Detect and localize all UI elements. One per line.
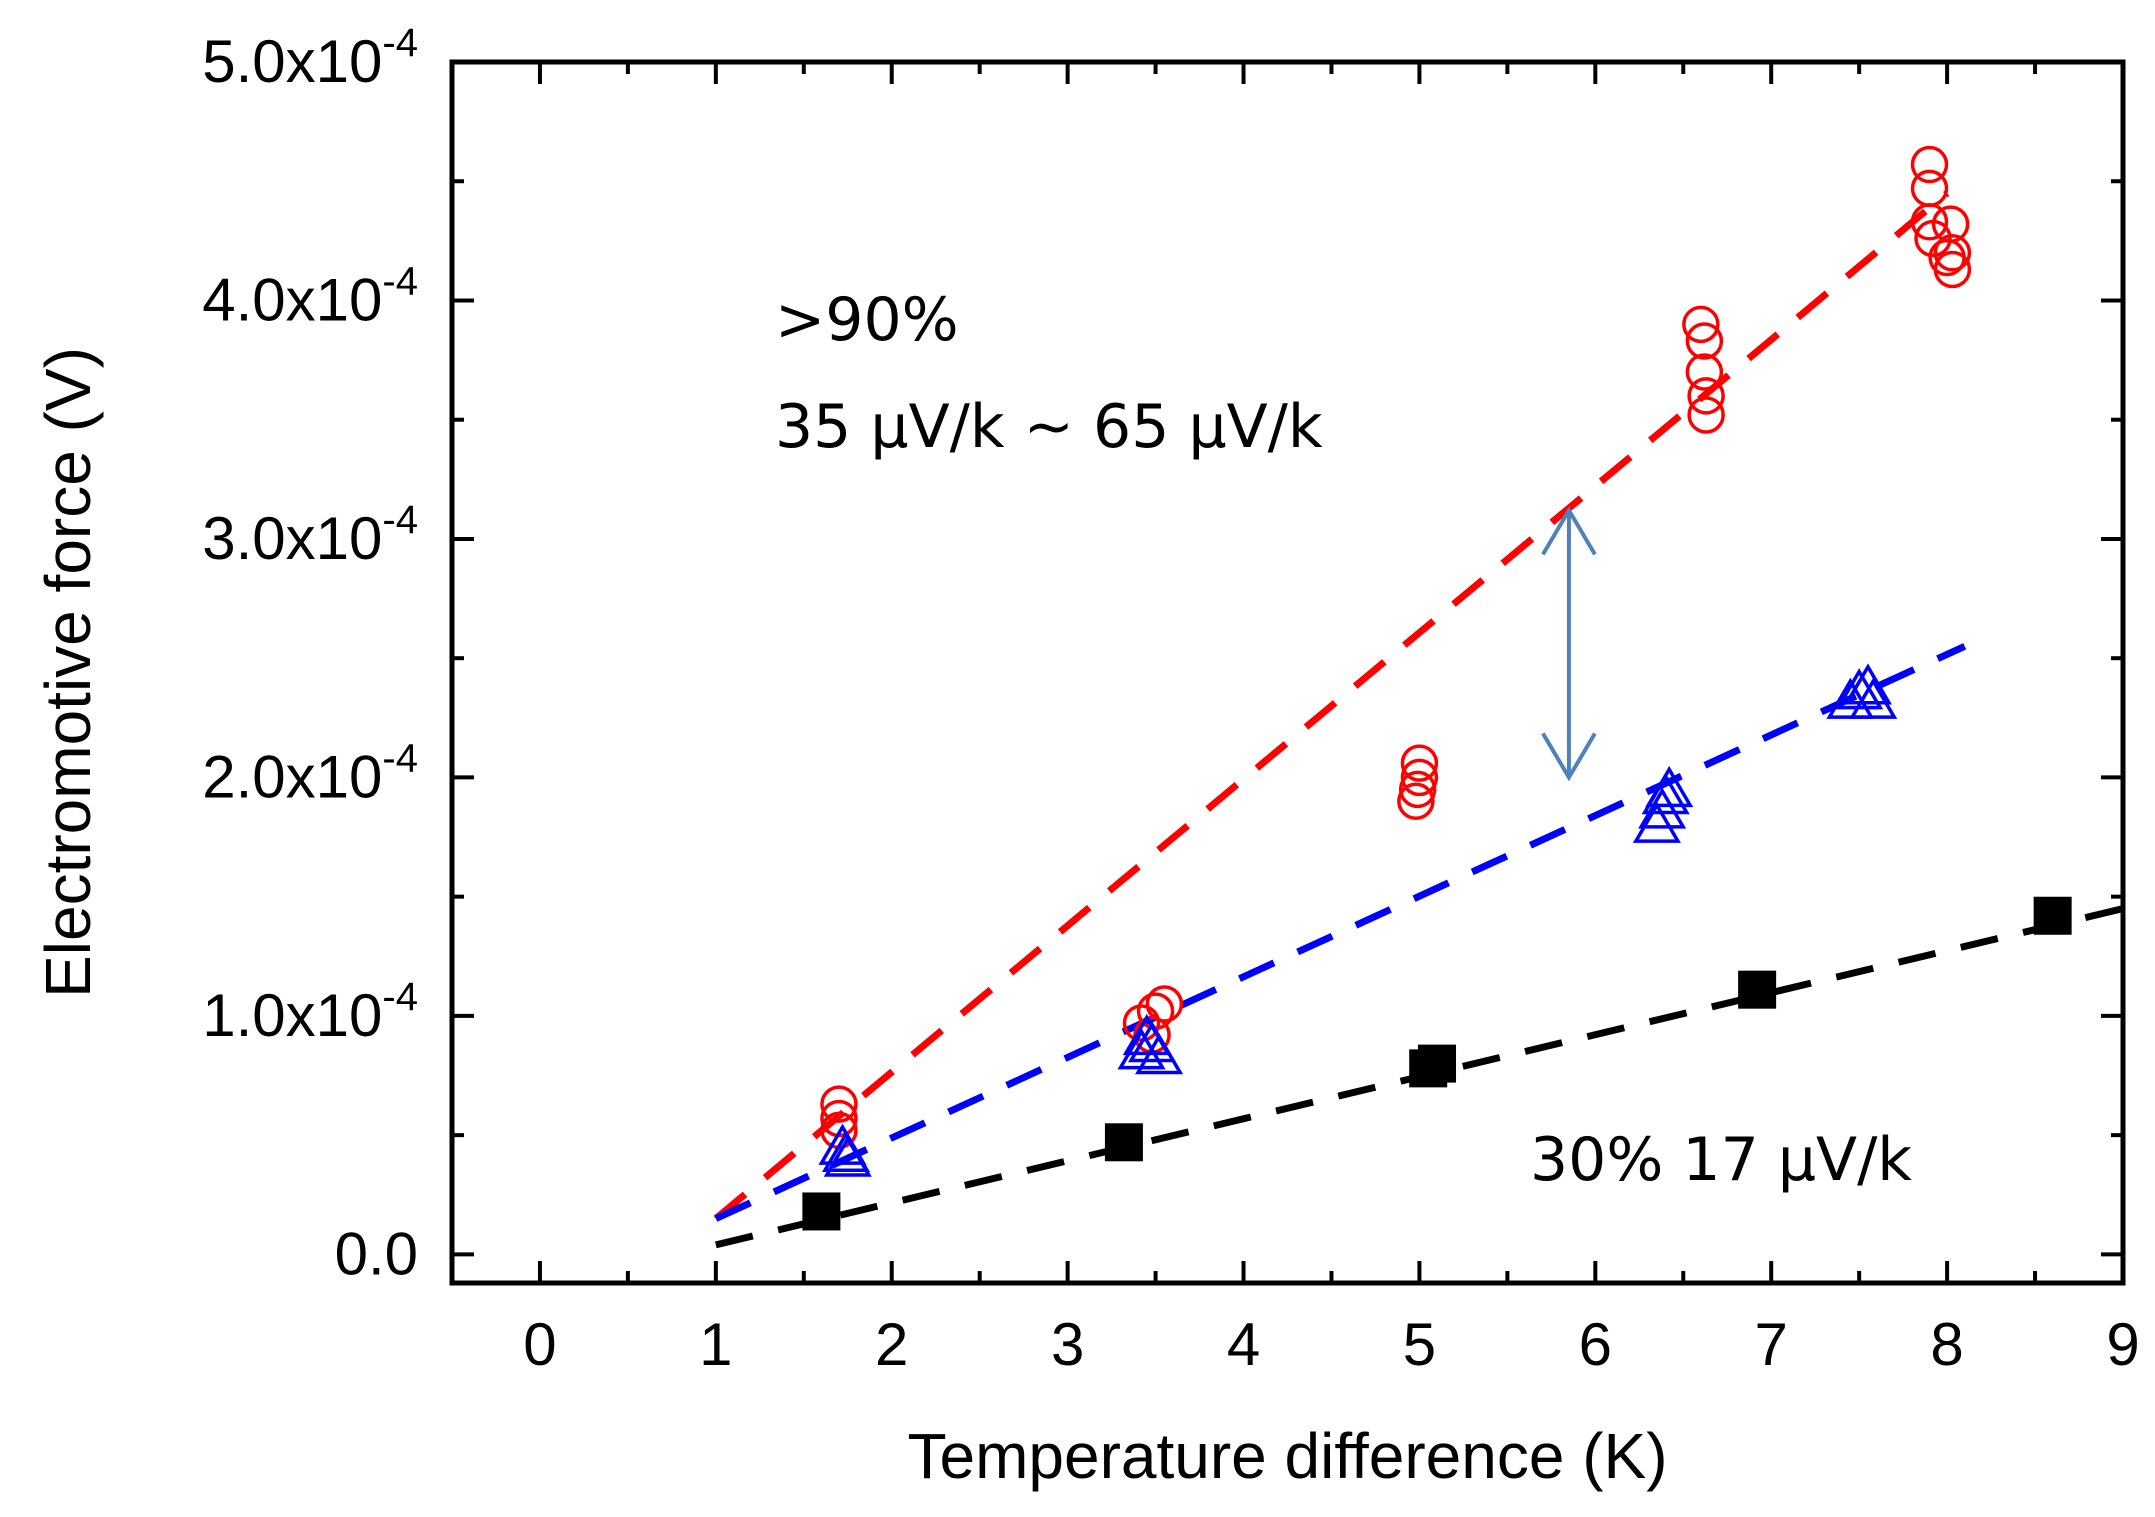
arrow-head-down <box>1541 732 1597 782</box>
circle-marker <box>1931 205 1970 243</box>
plot-frame <box>449 59 2126 1286</box>
circle-marker <box>1685 353 1724 391</box>
circle-marker <box>1910 169 1949 208</box>
triangle-marker <box>1849 677 1898 719</box>
y-tick-label: 0.0 <box>335 1220 418 1287</box>
fit-line <box>714 643 1967 1222</box>
x-axis-title: Temperature difference (K) <box>907 1420 1667 1492</box>
y-tick-label: 4.0x10-4 <box>202 259 418 333</box>
triangle-marker <box>823 1135 872 1177</box>
circle-marker <box>1685 322 1724 360</box>
x-tick-label: 7 <box>1755 1311 1788 1378</box>
x-tick-label: 6 <box>1579 1311 1612 1378</box>
y-tick-label: 5.0x10-4 <box>202 21 418 95</box>
annotation-90-percent: >90% <box>775 285 959 355</box>
y-tick-label: 3.0x10-4 <box>202 498 418 572</box>
triangle-marker <box>1135 1032 1184 1075</box>
circle-marker <box>820 1085 858 1123</box>
double-arrow <box>1541 506 1597 782</box>
arrow-head-up <box>1541 506 1597 556</box>
x-tick-label: 9 <box>2106 1311 2139 1378</box>
square-marker <box>1104 1123 1143 1162</box>
x-tick-label: 0 <box>523 1311 556 1378</box>
circle-marker <box>1400 758 1439 797</box>
fit-line <box>713 190 1950 1222</box>
circle-marker <box>1682 305 1720 344</box>
circle-marker <box>1687 377 1725 415</box>
circle-marker <box>1910 145 1949 184</box>
square-marker <box>802 1192 841 1231</box>
circle-marker <box>1687 396 1725 434</box>
x-tick-labels: 0 1 2 3 4 5 6 7 8 9 <box>523 1311 2139 1378</box>
y-tick-label: 2.0x10-4 <box>202 736 418 810</box>
annotation-30-percent: 30% 17 μV/k <box>1530 1125 1912 1195</box>
x-tick-label: 3 <box>1051 1311 1084 1378</box>
x-tick-label: 8 <box>1930 1311 1963 1378</box>
square-marker <box>2033 896 2072 935</box>
circle-marker <box>1398 770 1437 809</box>
x-tick-label: 1 <box>699 1311 732 1378</box>
circle-marker <box>1933 234 1972 272</box>
triangle-marker <box>1632 801 1681 843</box>
circle-marker <box>1933 250 1972 289</box>
y-tick-label: 1.0x10-4 <box>202 975 418 1049</box>
y-tick-labels: 0.0 1.0x10-4 2.0x10-4 3.0x10-4 4.0x10-4 5.0x1… <box>202 21 418 1287</box>
square-marker <box>1418 1044 1457 1083</box>
x-tick-label: 4 <box>1227 1311 1260 1378</box>
y-axis-title: Electromotive force (V) <box>32 347 104 998</box>
triangle-marker <box>1645 765 1694 808</box>
x-tick-label: 2 <box>875 1311 908 1378</box>
square-marker <box>1738 970 1777 1009</box>
triangle-marker <box>1843 663 1892 705</box>
triangle-marker <box>1638 787 1687 829</box>
x-tick-label: 5 <box>1403 1311 1436 1378</box>
annotation-range-slope: 35 μV/k ~ 65 μV/k <box>775 392 1323 462</box>
circle-marker <box>1400 744 1439 782</box>
axis-ticks <box>450 60 2125 1283</box>
circle-marker <box>1145 985 1184 1023</box>
circle-marker <box>1910 203 1949 241</box>
data-markers <box>802 145 2072 1231</box>
circle-marker <box>1397 782 1435 821</box>
